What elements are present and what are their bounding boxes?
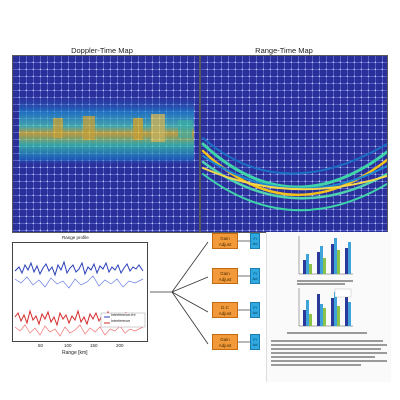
bar-chart-1 [298,236,353,275]
fanout-arrows [150,241,209,345]
range-profile-xtick-2: 100 [64,343,72,348]
dc-adjust-block: D.C Adjust [212,302,238,318]
legend-interference-free: Interference-fre [111,313,136,317]
range-profile-plot: Interference-fre Interference [12,242,148,342]
interference-free-trace [14,260,144,289]
filter-block-1: Fi Ad [250,233,260,249]
filter-block-4: Fi Ad [250,334,260,350]
range-profile-xtick-4: 200 [116,343,124,348]
range-profile-xtick-3: 150 [90,343,98,348]
gain-adjust-block-3: Gain Adjust [212,334,238,350]
range-profile-xtick-1: 50 [38,343,44,348]
legend-interference: Interference [111,319,131,323]
range-time-map-title: Range-Time Map [255,46,313,55]
range-profile-xlabel: Range [km] [62,350,88,356]
filter-block-3: Fi Ad [250,302,260,318]
gain-adjust-block-1: Gain Adjust [212,233,238,249]
document-page [266,232,391,382]
doppler-time-map-title: Doppler-Time Map [71,46,133,55]
range-track-curves [201,137,387,212]
filter-block-2: Fi Ad [250,268,260,284]
gain-adjust-block-2: Gain Adjust [212,268,238,284]
doppler-time-heatmap [12,55,200,233]
bar-chart-2 [298,288,353,327]
range-time-heatmap [200,55,388,233]
range-profile-title: Range profile [62,235,89,240]
block-arrows [238,240,250,343]
